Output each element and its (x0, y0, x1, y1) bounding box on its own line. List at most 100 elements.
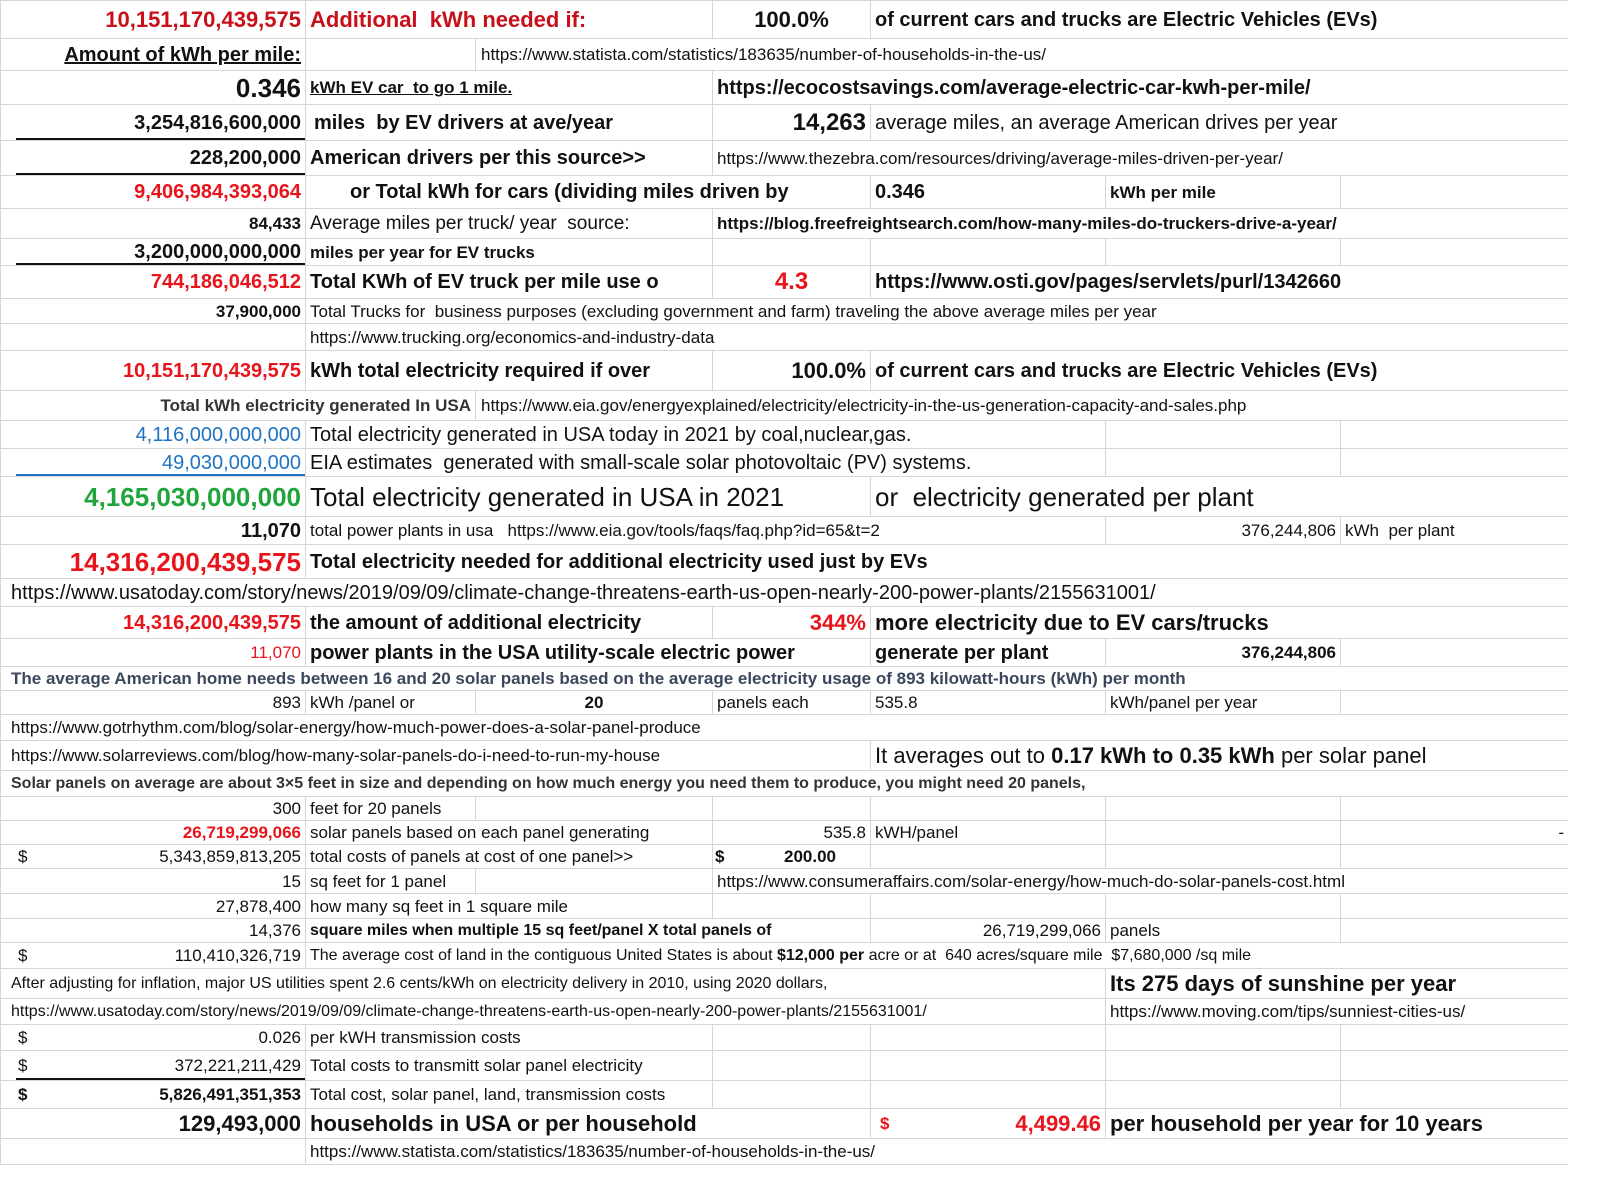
sheet-cell[interactable]: 372,221,211,429 (16, 1051, 305, 1080)
sheet-cell[interactable]: miles by EV drivers at ave/year (306, 105, 712, 140)
sheet-cell[interactable]: 110,410,326,719 (16, 943, 305, 968)
sheet-cell[interactable]: Amount of kWh per mile: (16, 39, 305, 70)
sheet-cell[interactable]: 228,200,000 (16, 141, 305, 175)
sheet-cell[interactable]: 0.346 (871, 176, 1105, 208)
sheet-cell[interactable]: 37,900,000 (16, 299, 305, 323)
sheet-cell[interactable]: 26,719,299,066 (871, 919, 1105, 942)
sheet-cell[interactable]: generate per plant (871, 639, 1105, 666)
sheet-cell[interactable]: square miles when multiple 15 sq feet/pa… (306, 919, 870, 942)
sheet-cell[interactable]: After adjusting for inflation, major US … (1, 969, 1105, 998)
link-cell[interactable]: https://www.usatoday.com/story/news/2019… (1, 579, 1568, 606)
sheet-cell[interactable]: Total electricity needed for additional … (306, 545, 1568, 578)
sheet-cell[interactable]: per household per year for 10 years (1106, 1109, 1568, 1138)
sheet-cell[interactable]: solar panels based on each panel generat… (306, 821, 712, 844)
sheet-cell[interactable]: 5,826,491,351,353 (16, 1081, 305, 1108)
sheet-cell[interactable]: 893 (16, 691, 305, 714)
sheet-cell[interactable]: 376,244,806 (1106, 517, 1340, 544)
sheet-cell[interactable]: kWH/panel (871, 821, 1105, 844)
link-cell[interactable]: https://www.osti.gov/pages/servlets/purl… (871, 266, 1568, 298)
sheet-cell[interactable]: miles per year for EV trucks (306, 239, 712, 265)
link-cell[interactable]: https://www.thezebra.com/resources/drivi… (713, 141, 1568, 175)
sheet-cell[interactable]: 3,254,816,600,000 (16, 105, 305, 140)
sheet-cell[interactable]: 535.8 (871, 691, 1105, 714)
sheet-cell[interactable]: 344% (713, 607, 870, 638)
sheet-cell[interactable]: total power plants in usa https://www.ei… (306, 517, 1105, 544)
sheet-cell[interactable]: Solar panels on average are about 3×5 fe… (1, 771, 1568, 796)
link-cell[interactable]: https://www.consumeraffairs.com/solar-en… (713, 869, 1568, 893)
link-cell[interactable]: https://www.statista.com/statistics/1836… (476, 39, 1568, 70)
link-cell[interactable]: https://www.gotrhythm.com/blog/solar-ene… (1, 715, 1568, 740)
sheet-cell[interactable]: Total Trucks for business purposes (excl… (306, 299, 1568, 323)
sheet-cell[interactable]: 26,719,299,066 (16, 821, 305, 844)
sheet-cell[interactable]: Total electricity generated in USA in 20… (306, 477, 870, 516)
sheet-cell[interactable]: 5,343,859,813,205 (16, 845, 305, 868)
sheet-cell[interactable]: kWh total electricity required if over (306, 351, 712, 390)
sheet-cell[interactable]: of current cars and trucks are Electric … (871, 1, 1568, 38)
sheet-cell[interactable]: Average miles per truck/ year source: (306, 209, 712, 238)
sheet-cell[interactable]: Total kWh electricity generated In USA (16, 391, 475, 420)
sheet-cell[interactable]: or Total kWh for cars (dividing miles dr… (306, 176, 870, 208)
sheet-cell[interactable]: Total KWh of EV truck per mile use o (306, 266, 712, 298)
sheet-cell[interactable]: panels each (713, 691, 870, 714)
sheet-cell[interactable]: the amount of additional electricity (306, 607, 712, 638)
sheet-cell[interactable]: 129,493,000 (16, 1109, 305, 1138)
sheet-cell[interactable]: - (1341, 821, 1568, 844)
sheet-cell[interactable]: 9,406,984,393,064 (16, 176, 305, 208)
sheet-cell[interactable]: kWh per plant (1341, 517, 1568, 544)
sheet-cell[interactable]: The average American home needs between … (1, 667, 1568, 690)
sheet-cell[interactable]: 14,316,200,439,575 (16, 607, 305, 638)
sheet-cell[interactable]: 100.0% (713, 1, 870, 38)
link-cell[interactable]: https://www.trucking.org/economics-and-i… (306, 324, 1568, 350)
sheet-cell[interactable]: 20 (476, 691, 712, 714)
sheet-cell[interactable]: 14,263 (713, 105, 870, 140)
sheet-cell[interactable]: households in USA or per household (306, 1109, 870, 1138)
sheet-cell[interactable]: 14,316,200,439,575 (16, 545, 305, 578)
sheet-cell[interactable]: 4,165,030,000,000 (16, 477, 305, 516)
sheet-cell[interactable]: 4.3 (713, 266, 870, 298)
sheet-cell[interactable]: EIA estimates generated with small-scale… (306, 449, 1105, 476)
sheet-cell[interactable]: average miles, an average American drive… (871, 105, 1568, 140)
sheet-cell[interactable]: 15 (16, 869, 305, 893)
sheet-cell[interactable]: total costs of panels at cost of one pan… (306, 845, 712, 868)
sheet-cell[interactable]: 27,878,400 (16, 894, 305, 918)
sheet-cell[interactable]: 49,030,000,000 (16, 449, 305, 476)
sheet-cell[interactable]: Total costs to transmitt solar panel ele… (306, 1051, 712, 1080)
sheet-cell[interactable]: 200.00 (713, 845, 840, 868)
sheet-cell[interactable]: kWh EV car to go 1 mile. (306, 71, 712, 104)
sheet-cell[interactable]: Additional kWh needed if: (306, 1, 712, 38)
sheet-cell[interactable]: power plants in the USA utility-scale el… (306, 639, 870, 666)
sheet-cell[interactable]: 11,070 (16, 639, 305, 666)
sheet-cell[interactable]: per kWH transmission costs (306, 1025, 712, 1050)
sheet-cell[interactable]: 14,376 (16, 919, 305, 942)
sheet-cell[interactable]: 4,499.46 (871, 1109, 1105, 1138)
sheet-cell[interactable]: kWh/panel per year (1106, 691, 1340, 714)
link-cell[interactable]: https://www.eia.gov/energyexplained/elec… (476, 391, 1568, 420)
sheet-cell[interactable]: how many sq feet in 1 square mile (306, 894, 712, 918)
sheet-cell[interactable]: sq feet for 1 panel (306, 869, 475, 893)
sheet-cell[interactable]: feet for 20 panels (306, 797, 475, 820)
sheet-cell[interactable]: 300 (16, 797, 305, 820)
sheet-cell[interactable]: Its 275 days of sunshine per year (1106, 969, 1568, 998)
sheet-cell[interactable]: panels (1106, 919, 1340, 942)
sheet-cell[interactable]: 84,433 (16, 209, 305, 238)
sheet-cell[interactable]: Total electricity generated in USA today… (306, 421, 1105, 448)
sheet-cell[interactable]: Total cost, solar panel, land, transmiss… (306, 1081, 712, 1108)
sheet-cell[interactable]: It averages out to 0.17 kWh to 0.35 kWh … (871, 741, 1568, 770)
link-cell[interactable]: https://www.statista.com/statistics/1836… (306, 1139, 1568, 1164)
link-cell[interactable]: https://www.solarreviews.com/blog/how-ma… (1, 741, 870, 770)
sheet-cell[interactable]: 3,200,000,000,000 (16, 239, 305, 265)
link-cell[interactable]: https://www.usatoday.com/story/news/2019… (1, 999, 1105, 1024)
sheet-cell[interactable]: 10,151,170,439,575 (16, 1, 305, 38)
link-cell[interactable]: https://blog.freefreightsearch.com/how-m… (713, 209, 1568, 238)
sheet-cell[interactable]: 0.346 (16, 71, 305, 104)
sheet-cell[interactable]: 376,244,806 (1106, 639, 1340, 666)
sheet-cell[interactable]: 100.0% (713, 351, 870, 390)
sheet-cell[interactable]: kWh per mile (1106, 176, 1340, 208)
sheet-cell[interactable]: American drivers per this source>> (306, 141, 712, 175)
sheet-cell[interactable]: or electricity generated per plant (871, 477, 1568, 516)
sheet-cell[interactable]: more electricity due to EV cars/trucks (871, 607, 1568, 638)
spreadsheet-grid[interactable]: 10,151,170,439,575 Additional kWh needed … (0, 0, 1569, 1168)
sheet-cell[interactable]: 11,070 (16, 517, 305, 544)
sheet-cell[interactable]: 535.8 (713, 821, 870, 844)
sheet-cell[interactable]: 4,116,000,000,000 (16, 421, 305, 448)
